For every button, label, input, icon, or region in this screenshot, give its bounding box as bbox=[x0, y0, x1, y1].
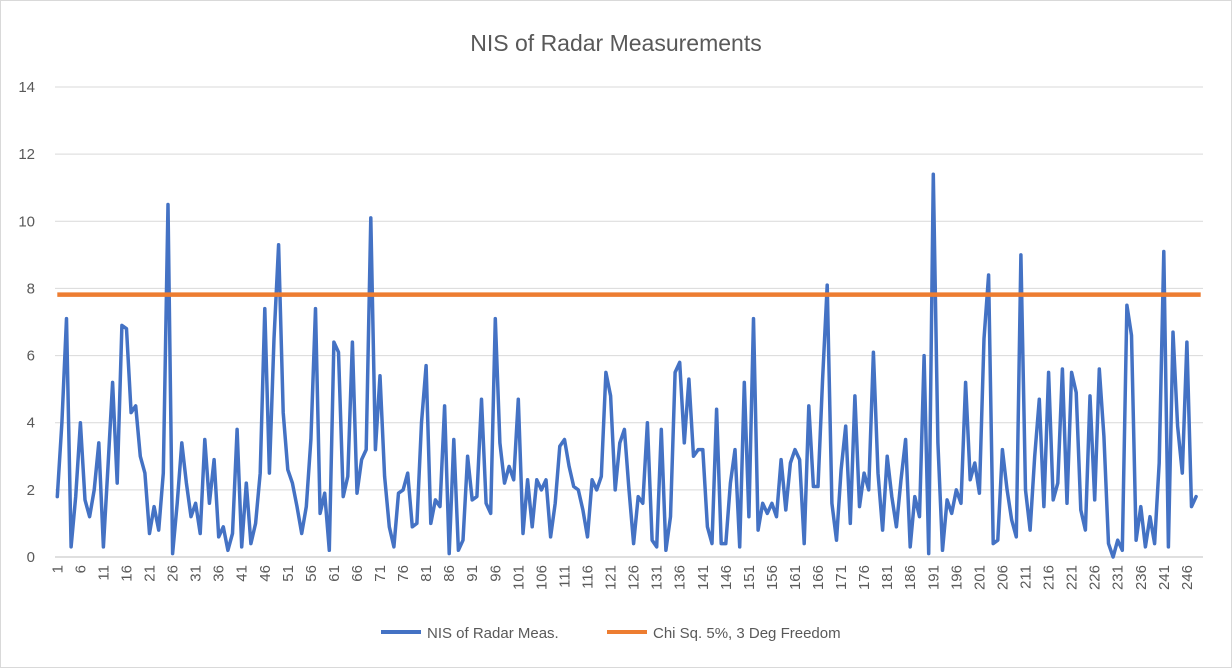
x-tick-label: 1 bbox=[49, 565, 66, 573]
x-tick-label: 216 bbox=[1041, 565, 1058, 590]
x-tick-label: 91 bbox=[464, 565, 481, 582]
y-tick-label: 6 bbox=[27, 348, 35, 365]
legend-label-nis: NIS of Radar Meas. bbox=[427, 625, 559, 642]
x-tick-label: 111 bbox=[556, 565, 573, 588]
x-tick-label: 51 bbox=[280, 565, 297, 582]
x-tick-label: 236 bbox=[1133, 565, 1150, 590]
x-tick-label: 56 bbox=[303, 565, 320, 582]
x-tick-label: 11 bbox=[95, 565, 112, 581]
y-axis-tick-labels: 0 2 4 6 8 10 12 14 bbox=[18, 79, 35, 566]
x-tick-label: 121 bbox=[603, 565, 620, 590]
x-tick-label: 116 bbox=[580, 565, 597, 589]
x-tick-label: 201 bbox=[971, 565, 988, 590]
x-tick-label: 181 bbox=[879, 565, 896, 590]
y-tick-label: 12 bbox=[18, 146, 35, 163]
legend: NIS of Radar Meas. Chi Sq. 5%, 3 Deg Fre… bbox=[381, 625, 841, 642]
x-tick-label: 16 bbox=[118, 565, 135, 582]
x-tick-label: 86 bbox=[441, 565, 458, 582]
x-tick-label: 176 bbox=[856, 565, 873, 590]
x-tick-label: 76 bbox=[395, 565, 412, 582]
x-tick-label: 71 bbox=[372, 565, 389, 582]
x-tick-label: 156 bbox=[764, 565, 781, 590]
x-tick-label: 146 bbox=[718, 565, 735, 590]
x-tick-label: 211 bbox=[1017, 565, 1034, 589]
y-tick-label: 2 bbox=[27, 482, 35, 499]
legend-label-chi-sq: Chi Sq. 5%, 3 Deg Freedom bbox=[653, 625, 841, 642]
x-tick-label: 226 bbox=[1087, 565, 1104, 590]
x-tick-label: 106 bbox=[533, 565, 550, 590]
x-tick-label: 81 bbox=[418, 565, 435, 582]
x-tick-label: 26 bbox=[165, 565, 182, 582]
y-tick-label: 0 bbox=[27, 549, 35, 566]
x-tick-label: 101 bbox=[510, 565, 527, 590]
x-tick-label: 221 bbox=[1064, 565, 1081, 590]
x-tick-label: 246 bbox=[1179, 565, 1196, 590]
y-tick-label: 10 bbox=[18, 213, 35, 230]
series-line-nis bbox=[55, 172, 1198, 559]
x-tick-label: 241 bbox=[1156, 565, 1173, 590]
x-tick-label: 171 bbox=[833, 565, 850, 590]
x-tick-label: 6 bbox=[72, 565, 89, 573]
x-tick-label: 151 bbox=[741, 565, 758, 590]
x-tick-label: 126 bbox=[626, 565, 643, 590]
series-layer bbox=[55, 172, 1201, 559]
x-tick-label: 231 bbox=[1110, 565, 1127, 590]
x-tick-label: 36 bbox=[211, 565, 228, 582]
x-tick-label: 131 bbox=[649, 565, 666, 590]
x-axis-tick-labels: 1 6 11 16 21 26 31 36 41 46 51 56 61 66 71 76 81 86 91 96 10… bbox=[49, 565, 1196, 590]
y-tick-label: 4 bbox=[27, 415, 35, 432]
x-tick-label: 66 bbox=[349, 565, 366, 582]
x-tick-label: 161 bbox=[787, 565, 804, 590]
x-tick-label: 31 bbox=[188, 565, 205, 582]
x-tick-label: 141 bbox=[695, 565, 712, 590]
y-tick-label: 8 bbox=[27, 280, 35, 297]
x-tick-label: 166 bbox=[810, 565, 827, 590]
x-tick-label: 196 bbox=[948, 565, 965, 590]
x-tick-label: 136 bbox=[672, 565, 689, 590]
x-tick-label: 46 bbox=[257, 565, 274, 582]
x-tick-label: 186 bbox=[902, 565, 919, 590]
y-tick-label: 14 bbox=[18, 79, 35, 96]
chart-title: NIS of Radar Measurements bbox=[470, 30, 761, 56]
x-tick-label: 41 bbox=[234, 565, 251, 582]
x-tick-label: 61 bbox=[326, 565, 343, 582]
x-tick-label: 21 bbox=[142, 565, 159, 582]
x-tick-label: 191 bbox=[925, 565, 942, 590]
x-tick-label: 96 bbox=[487, 565, 504, 582]
x-tick-label: 206 bbox=[994, 565, 1011, 590]
